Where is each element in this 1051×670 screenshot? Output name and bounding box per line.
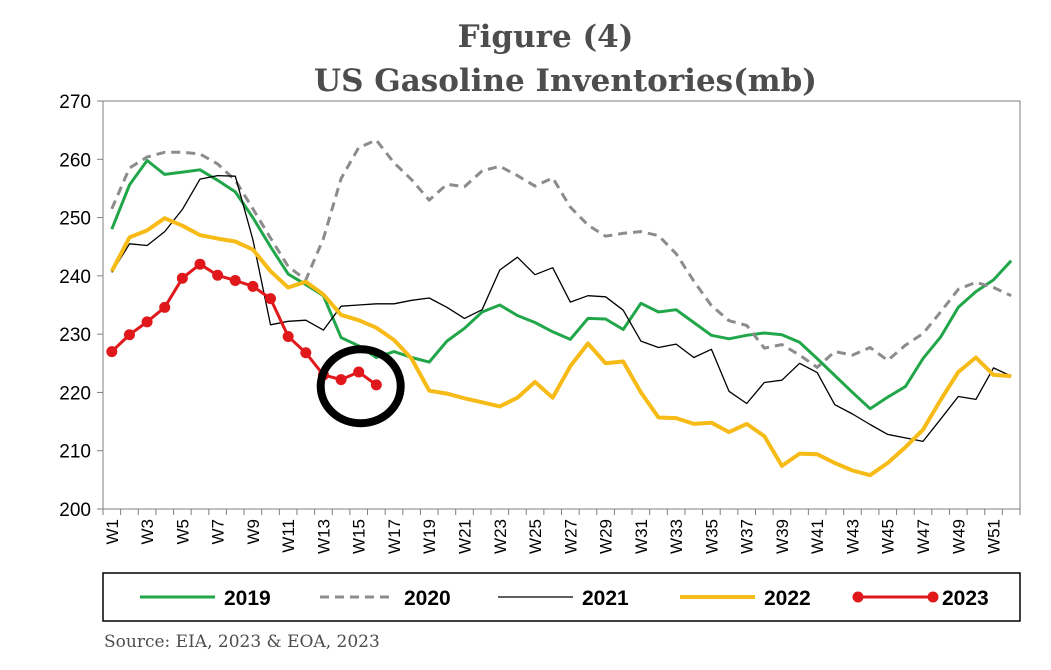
chart-title: Figure (4) xyxy=(457,19,634,55)
source-note: Source: EIA, 2023 & EOA, 2023 xyxy=(104,632,380,652)
data-point-2023 xyxy=(353,366,365,378)
x-tick-label: W45 xyxy=(879,519,898,554)
x-tick-label: W33 xyxy=(667,519,686,554)
x-tick-label: W39 xyxy=(773,519,792,554)
data-point-2023 xyxy=(141,316,153,328)
chart-subtitle: US Gasoline Inventories(mb) xyxy=(314,63,817,99)
legend-label-2019: 2019 xyxy=(224,587,271,610)
data-point-2023 xyxy=(123,329,135,341)
series-line-2019 xyxy=(110,159,1013,411)
x-tick-label: W47 xyxy=(914,519,933,554)
data-point-2023 xyxy=(106,346,118,358)
x-tick-label: W9 xyxy=(244,519,263,545)
x-tick-label: W31 xyxy=(632,519,651,554)
y-tick-label: 210 xyxy=(59,442,91,463)
data-point-2023 xyxy=(265,293,277,305)
legend-label-2020: 2020 xyxy=(404,587,451,610)
plot-border xyxy=(102,100,1021,510)
data-point-2023 xyxy=(229,275,241,287)
x-tick-label: W7 xyxy=(209,519,228,545)
x-tick-label: W21 xyxy=(456,519,475,554)
legend-label-2022: 2022 xyxy=(764,587,811,610)
highlight-circle xyxy=(316,345,405,428)
plot-area xyxy=(106,138,1013,478)
data-point-2023 xyxy=(194,258,206,270)
series-line-2022 xyxy=(110,216,1012,478)
axes: 200 210 220 230 240 250 260 270 W1 W3 W5 W7 W9 W11 W13… xyxy=(59,92,1021,554)
data-point-2023 xyxy=(212,269,224,281)
data-point-2023 xyxy=(370,379,382,391)
x-tick-label: W41 xyxy=(808,519,827,554)
x-tick-label: W37 xyxy=(738,519,757,554)
x-tick-label: W17 xyxy=(385,519,404,554)
x-tick-label: W15 xyxy=(350,519,369,554)
x-tick-label: W51 xyxy=(985,519,1004,554)
y-tick-label: 250 xyxy=(59,209,91,230)
y-tick-label: 200 xyxy=(59,500,91,521)
x-tick-label: W25 xyxy=(526,519,545,554)
x-tick-label: W13 xyxy=(314,519,333,554)
x-tick-label: W35 xyxy=(702,519,721,554)
data-point-2023 xyxy=(282,330,294,342)
data-point-2023 xyxy=(176,272,188,284)
legend-label-2021: 2021 xyxy=(582,587,629,610)
y-tick-label: 260 xyxy=(59,150,91,171)
y-tick-label: 270 xyxy=(59,92,91,113)
x-tick-label: W43 xyxy=(843,519,862,554)
data-point-2023 xyxy=(300,347,312,359)
data-point-2023 xyxy=(159,301,171,313)
x-tick-label: W27 xyxy=(561,519,580,554)
x-tick-label: W5 xyxy=(173,519,192,545)
series-line-2021 xyxy=(111,174,1012,443)
legend-label-2023: 2023 xyxy=(942,587,989,610)
series-line-2020 xyxy=(110,138,1012,369)
legend: 2019 2020 2021 2022 2023 xyxy=(102,572,1021,622)
x-tick-label: W23 xyxy=(491,519,510,554)
x-tick-label: W3 xyxy=(138,519,157,545)
legend-marker-2023 xyxy=(852,591,864,603)
data-point-2023 xyxy=(247,280,259,292)
x-tick-label: W49 xyxy=(949,519,968,554)
x-tick-label: W11 xyxy=(279,519,298,553)
x-tick-label: W1 xyxy=(103,519,122,545)
legend-marker-2023 xyxy=(927,591,939,603)
x-tick-label: W29 xyxy=(597,519,616,554)
y-tick-label: 220 xyxy=(59,383,91,404)
series-line-2023 xyxy=(110,262,378,387)
data-point-2023 xyxy=(335,374,347,386)
x-tick-label: W19 xyxy=(420,519,439,554)
y-tick-label: 240 xyxy=(59,267,91,288)
y-tick-label: 230 xyxy=(59,325,91,346)
